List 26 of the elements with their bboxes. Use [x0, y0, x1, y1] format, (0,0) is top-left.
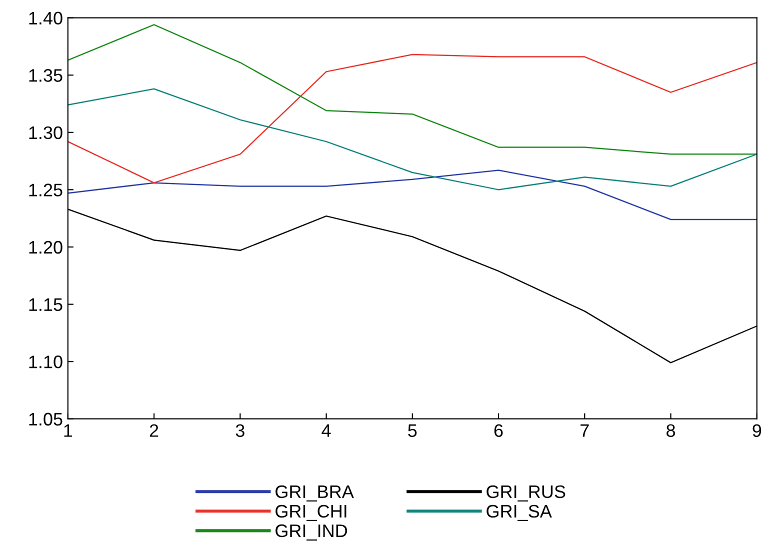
x-tick-label: 8 [666, 424, 676, 437]
line-series [68, 54, 757, 184]
x-tick-label: 6 [494, 424, 503, 437]
legend-label: GRI_RUS [486, 485, 566, 502]
x-tick-label: 3 [236, 424, 244, 437]
x-tick-label: 7 [580, 424, 589, 437]
y-tick-label: 1.15 [29, 298, 62, 311]
legend-label: GRI_BRA [276, 485, 354, 502]
x-tick-label: 9 [752, 424, 762, 437]
x-tick-label: 5 [408, 424, 417, 437]
x-tick-label: 1 [64, 424, 72, 437]
legend-label: GRI_SA [486, 504, 552, 522]
legend-label: GRI_CHI [276, 504, 346, 522]
y-tick-label: 1.40 [29, 12, 62, 25]
legend-label: GRI_IND [276, 524, 348, 541]
y-tick-label: 1.25 [29, 184, 62, 196]
x-tick-label: 2 [150, 424, 158, 437]
y-tick-label: 1.05 [29, 412, 62, 426]
y-tick-label: 1.35 [29, 69, 62, 82]
line-series [68, 170, 757, 220]
x-tick-label: 4 [322, 424, 331, 437]
line-series [68, 24, 757, 155]
y-tick-label: 1.10 [29, 356, 62, 368]
line-series [68, 88, 757, 190]
y-tick-label: 1.20 [29, 240, 62, 254]
y-tick-label: 1.30 [29, 126, 62, 140]
